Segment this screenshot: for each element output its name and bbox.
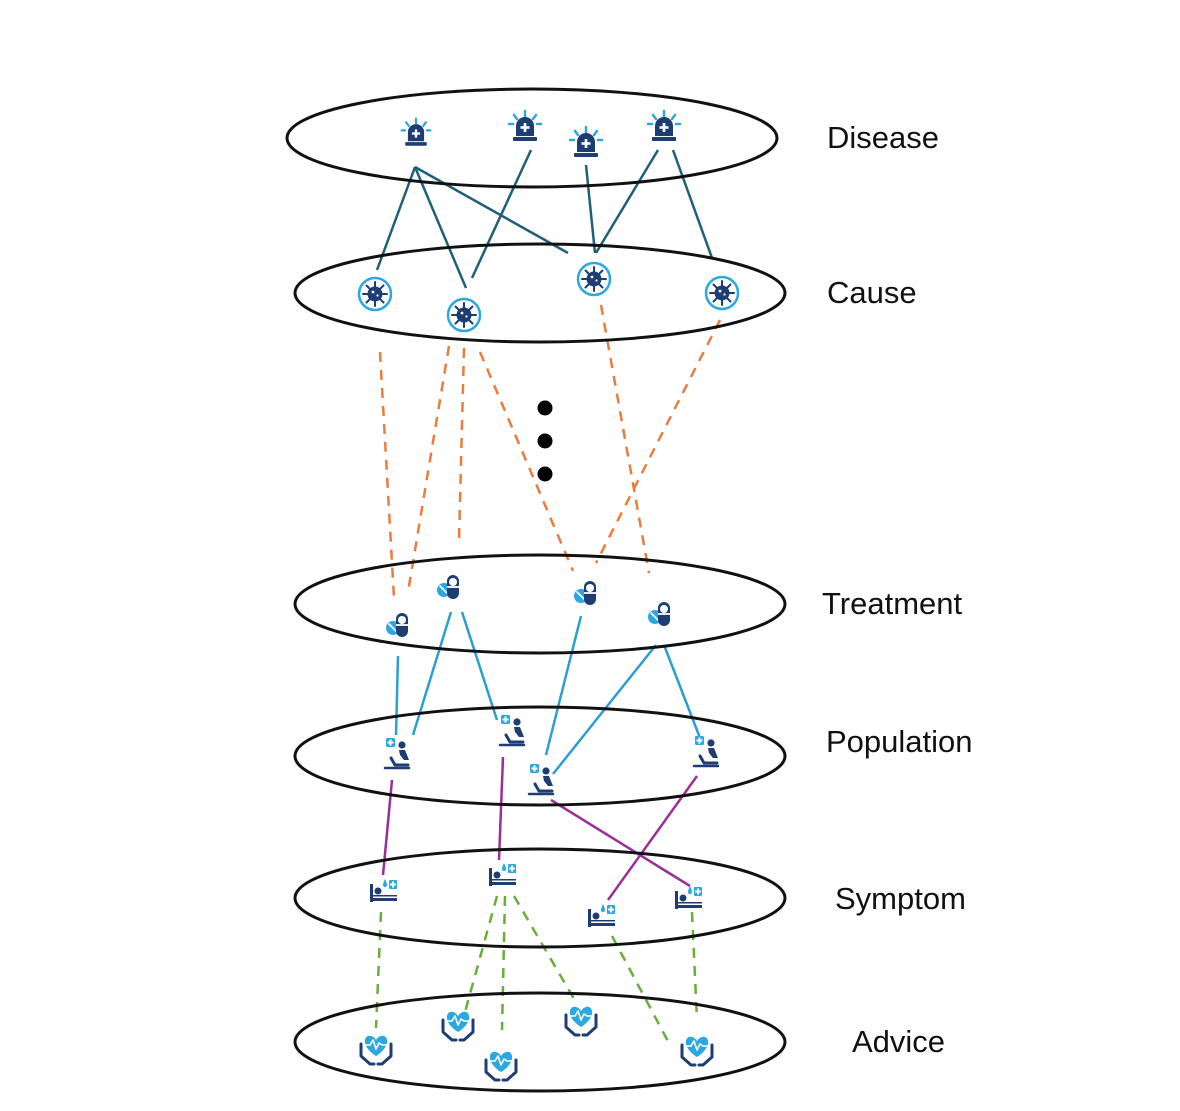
disease-layer-ellipse (285, 87, 779, 189)
edge (610, 935, 672, 1046)
symptom-layer-ellipse (293, 847, 787, 949)
edges-symptom-advice (374, 895, 699, 1046)
edge (374, 911, 383, 1029)
treatment-nodes (385, 574, 671, 638)
edge (671, 149, 714, 259)
dot (537, 400, 553, 416)
edge (550, 798, 691, 888)
cause-layer-ellipse (293, 242, 787, 344)
edge (394, 655, 400, 736)
hospital-bed-icon (588, 904, 615, 927)
advice-nodes (359, 1005, 714, 1082)
disease-nodes (400, 109, 682, 159)
hospital-bed-icon (370, 879, 397, 902)
hospital-bed-icon (675, 886, 702, 909)
hospital-bed-icon (489, 863, 516, 886)
edge (411, 611, 453, 736)
treatment-layer-ellipse (293, 553, 787, 655)
cause-label: Cause (827, 275, 917, 310)
pill-icon (385, 612, 409, 638)
population-label: Population (826, 724, 973, 759)
pill-icon (436, 574, 460, 600)
virus-icon (446, 297, 482, 333)
edges-disease-cause (375, 149, 714, 289)
edge (406, 345, 451, 593)
symptom-nodes (370, 863, 702, 927)
edge (512, 895, 579, 1005)
treatment-label: Treatment (822, 586, 963, 621)
dot (537, 466, 553, 482)
pill-icon (573, 580, 597, 606)
advice-layer-ellipse (293, 991, 787, 1093)
virus-icon (357, 276, 393, 312)
edge (413, 166, 468, 289)
patient-chair-icon (527, 762, 555, 796)
edge (594, 319, 722, 564)
ellipsis-dots (537, 400, 553, 482)
population-layer-ellipse (293, 705, 787, 807)
heart-hands-icon (359, 1034, 393, 1066)
symptom-label: Symptom (835, 881, 966, 916)
edges-cause-treatment (378, 304, 722, 599)
edge (594, 149, 660, 254)
edge (375, 166, 417, 271)
edges-population-symptom (381, 756, 699, 901)
siren-icon (646, 109, 682, 143)
population-nodes (383, 713, 720, 796)
edge (544, 615, 583, 756)
siren-icon (507, 109, 543, 143)
edge (584, 164, 597, 254)
edge (662, 644, 702, 739)
heart-hands-icon (484, 1050, 518, 1082)
siren-icon (568, 125, 604, 159)
edge (460, 611, 499, 721)
edge (470, 149, 533, 279)
edge (500, 895, 507, 1031)
edge (478, 351, 575, 572)
virus-icon (704, 275, 740, 311)
pill-icon (647, 601, 671, 627)
edges-treatment-population (394, 611, 702, 775)
heart-hands-icon (680, 1035, 714, 1067)
edge (378, 351, 396, 599)
dot (537, 433, 553, 449)
edge (414, 165, 569, 255)
edge (497, 756, 505, 861)
patient-chair-icon (383, 736, 411, 770)
virus-icon (576, 261, 612, 297)
heart-hands-icon (564, 1005, 598, 1037)
cause-nodes (357, 261, 740, 333)
patient-chair-icon (692, 734, 720, 768)
edge (463, 895, 499, 1013)
edge (599, 304, 651, 574)
advice-label: Advice (852, 1024, 946, 1059)
edge (457, 347, 466, 541)
disease-label: Disease (827, 120, 939, 155)
heart-hands-icon (441, 1010, 475, 1042)
edge (690, 911, 699, 1021)
siren-icon (400, 117, 432, 147)
patient-chair-icon (498, 713, 526, 747)
